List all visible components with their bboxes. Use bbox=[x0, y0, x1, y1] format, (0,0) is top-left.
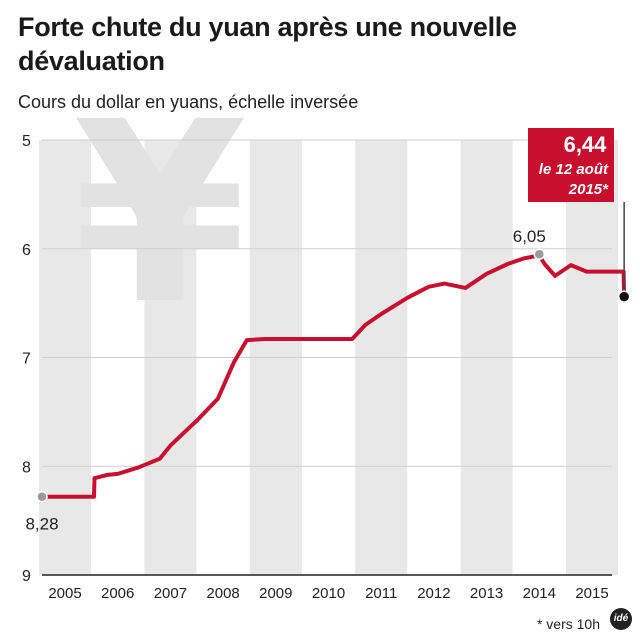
chart-subtitle: Cours du dollar en yuans, échelle invers… bbox=[18, 92, 359, 112]
y-tick-label: 8 bbox=[22, 459, 31, 476]
y-tick-label: 9 bbox=[22, 568, 31, 585]
x-tick-label: 2007 bbox=[154, 585, 187, 602]
x-axis: 2005 2006 2007 2008 2009 2010 2011 2012 2013 2014… bbox=[48, 585, 608, 602]
x-tick-label: 2008 bbox=[206, 585, 239, 602]
x-tick-label: 2010 bbox=[312, 585, 345, 602]
chart-title: Forte chute du yuan après une nouvelle d… bbox=[18, 12, 517, 76]
callout-year: 2015* bbox=[568, 181, 609, 198]
y-tick-label: 6 bbox=[22, 242, 31, 259]
point-label: 8,28 bbox=[25, 515, 58, 534]
y-axis: 5 6 7 8 9 bbox=[22, 133, 31, 585]
x-tick-label: 2011 bbox=[365, 585, 397, 602]
point-marker bbox=[36, 490, 48, 503]
series-line bbox=[40, 253, 627, 499]
x-tick-label: 2014 bbox=[523, 585, 556, 602]
yen-icon: ¥ bbox=[73, 68, 247, 359]
logo: idé bbox=[610, 608, 632, 630]
callout-date: le 12 août bbox=[539, 161, 609, 178]
annotations: 8,28 6,05 6,44 le 12 août 2015* bbox=[25, 128, 631, 534]
end-point-marker bbox=[617, 290, 631, 303]
x-tick-label: 2009 bbox=[259, 585, 292, 602]
y-tick-label: 7 bbox=[22, 351, 31, 368]
x-tick-label: 2013 bbox=[470, 585, 503, 602]
x-tick-label: 2006 bbox=[101, 585, 134, 602]
x-tick-label: 2005 bbox=[48, 585, 81, 602]
callout-box bbox=[528, 128, 614, 202]
x-tick-label: 2012 bbox=[417, 585, 450, 602]
callout-value: 6,44 bbox=[564, 132, 608, 157]
footnote: * vers 10h bbox=[536, 616, 600, 632]
x-tick-label: 2015 bbox=[575, 585, 608, 602]
point-label: 6,05 bbox=[513, 227, 546, 246]
point-marker bbox=[533, 248, 546, 260]
y-tick-label: 5 bbox=[22, 133, 31, 150]
